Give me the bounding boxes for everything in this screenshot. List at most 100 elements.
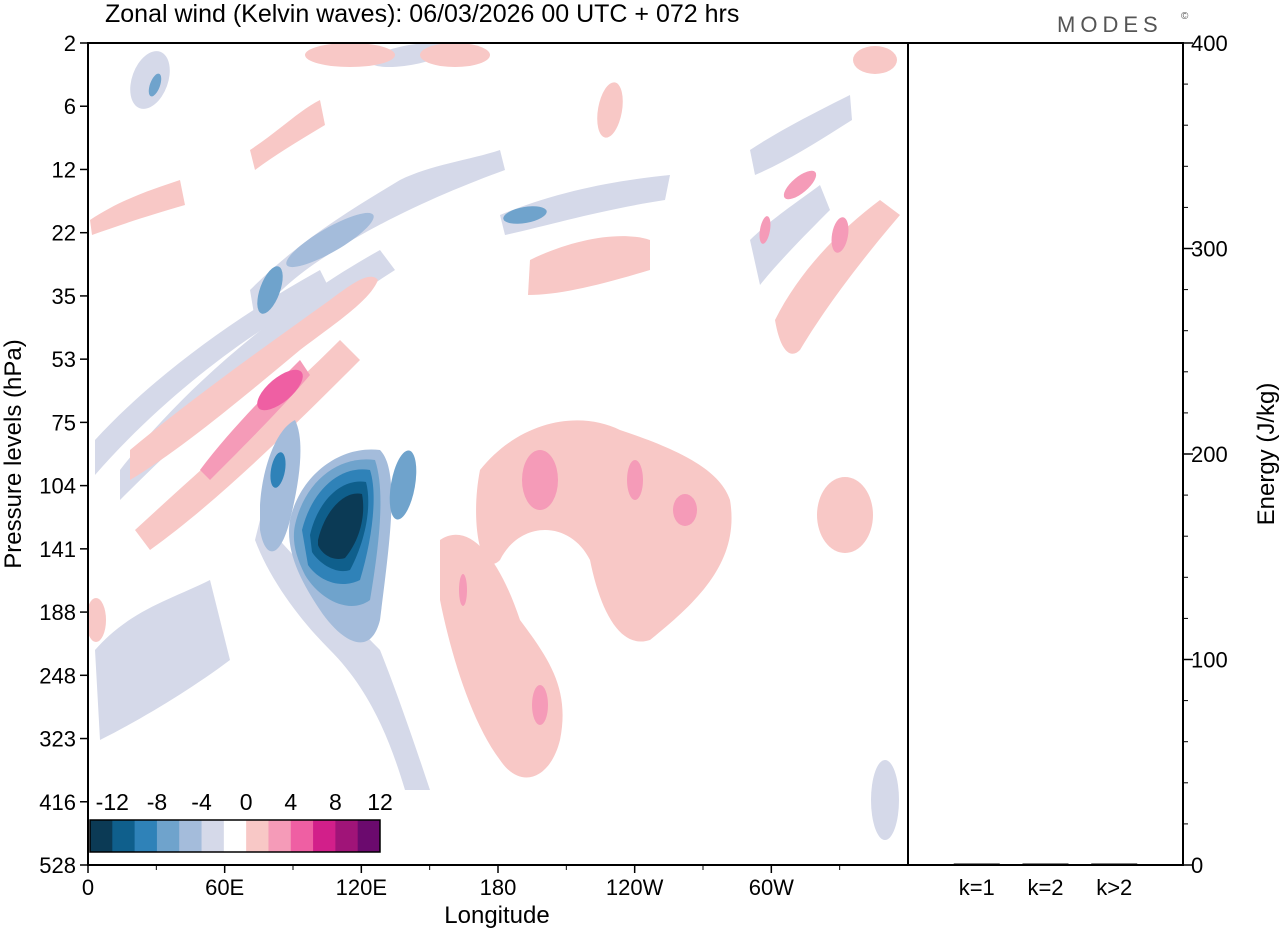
energy-category-label: k>2 — [1096, 875, 1132, 900]
positive-core — [673, 494, 697, 526]
x-tick-label: 120E — [336, 875, 387, 900]
negative-core — [148, 73, 162, 97]
negative-band — [750, 185, 830, 285]
colorbar-swatch — [134, 820, 158, 852]
positive-core — [532, 685, 548, 725]
colorbar-swatch — [156, 820, 180, 852]
y-tick-label: 2 — [64, 31, 76, 56]
energy-bars: k=1 k=2 k>2 — [953, 863, 1138, 900]
colorbar-frame — [89, 819, 381, 853]
negative-band — [95, 270, 330, 475]
negative-core — [318, 493, 364, 559]
negative-band — [500, 175, 670, 235]
energy-bar — [1091, 863, 1138, 865]
colorbar-label: 4 — [284, 789, 297, 815]
energy-axes: 0 100 200 300 400 — [1183, 31, 1228, 878]
y-tick-label: 141 — [39, 537, 76, 562]
energy-tick-label: 400 — [1191, 31, 1228, 56]
colorbar-swatch — [335, 820, 359, 852]
x-tick-label: 60W — [749, 875, 794, 900]
positive-patch — [597, 82, 623, 138]
colorbar-label: -4 — [191, 789, 212, 815]
energy-panel-frame — [907, 42, 1184, 866]
y-tick-label: 323 — [39, 727, 76, 752]
x-axis-label: Longitude — [444, 902, 549, 929]
negative-patch — [130, 51, 170, 109]
x-tick-label: 180 — [480, 875, 517, 900]
energy-bar — [953, 863, 1000, 865]
positive-core — [759, 216, 771, 244]
energy-category-label: k=2 — [1027, 875, 1063, 900]
negative-band — [255, 520, 430, 790]
heatmap-axes: 0 60E 120E 180 120W 60W 2 6 12 22 35 53 75 104 141 188 2… — [39, 31, 841, 900]
y-tick-label: 22 — [52, 221, 76, 246]
negative-band — [95, 580, 230, 740]
y-tick-label: 75 — [52, 410, 76, 435]
positive-patch — [853, 46, 897, 74]
positive-band — [528, 236, 650, 295]
positive-patch — [420, 43, 490, 67]
brand-logo: MODES — [1057, 12, 1163, 37]
y-tick-label: 416 — [39, 790, 76, 815]
y-tick-label: 188 — [39, 600, 76, 625]
positive-band — [130, 276, 378, 480]
colorbar-label: -8 — [147, 789, 167, 815]
chart-title: Zonal wind (Kelvin waves): 06/03/2026 00… — [105, 0, 739, 28]
colorbar-swatch — [179, 820, 203, 852]
positive-band — [440, 534, 563, 778]
positive-core — [522, 450, 558, 510]
colorbar-label: 0 — [240, 789, 253, 815]
colorbar-swatch — [268, 820, 292, 852]
positive-band — [90, 180, 185, 235]
energy-tick-label: 100 — [1191, 648, 1228, 673]
y-tick-label: 53 — [52, 347, 76, 372]
x-tick-label: 0 — [82, 875, 94, 900]
positive-patch — [88, 598, 106, 642]
positive-band — [775, 200, 900, 354]
positive-band — [250, 100, 325, 170]
positive-core — [459, 574, 467, 606]
colorbar-swatch — [201, 820, 225, 852]
negative-band — [250, 150, 505, 320]
y-axis-label: Pressure levels (hPa) — [0, 339, 27, 568]
heatmap-field — [88, 43, 900, 840]
negative-core — [389, 450, 417, 520]
negative-core — [257, 266, 283, 314]
energy-tick-label: 200 — [1191, 442, 1228, 467]
energy-category-label: k=1 — [959, 875, 995, 900]
y-tick-label: 104 — [39, 474, 76, 499]
positive-core — [627, 460, 643, 500]
y-tick-label: 35 — [52, 284, 76, 309]
energy-tick-label: 0 — [1191, 853, 1203, 878]
colorbar-swatch — [246, 820, 269, 852]
positive-core — [257, 369, 303, 411]
colorbar-swatch — [223, 820, 247, 852]
energy-axis-label: Energy (J/kg) — [1253, 383, 1280, 526]
brand-registered-mark: © — [1181, 11, 1189, 22]
colorbar-label: 12 — [367, 789, 393, 815]
negative-core — [270, 452, 286, 488]
y-tick-label: 528 — [39, 853, 76, 878]
positive-core — [831, 217, 849, 253]
colorbar-label: -12 — [96, 789, 129, 815]
colorbar: -12 -8 -4 0 4 8 12 — [89, 789, 393, 853]
colorbar-swatch — [290, 820, 314, 852]
colorbar-label: 8 — [329, 789, 342, 815]
positive-patch — [817, 477, 873, 553]
negative-core — [503, 206, 547, 224]
y-tick-label: 248 — [39, 663, 76, 688]
y-tick-label: 12 — [52, 157, 76, 182]
negative-core — [286, 212, 374, 268]
x-tick-label: 120W — [606, 875, 664, 900]
colorbar-swatch — [90, 820, 113, 852]
colorbar-swatch — [112, 820, 136, 852]
colorbar-swatch — [313, 820, 336, 852]
negative-core — [260, 420, 301, 552]
colorbar-swatch — [357, 820, 381, 852]
positive-band — [135, 340, 360, 550]
negative-patch — [871, 760, 899, 840]
energy-bar — [1022, 863, 1069, 865]
x-tick-label: 60E — [205, 875, 244, 900]
positive-patch — [305, 43, 395, 67]
